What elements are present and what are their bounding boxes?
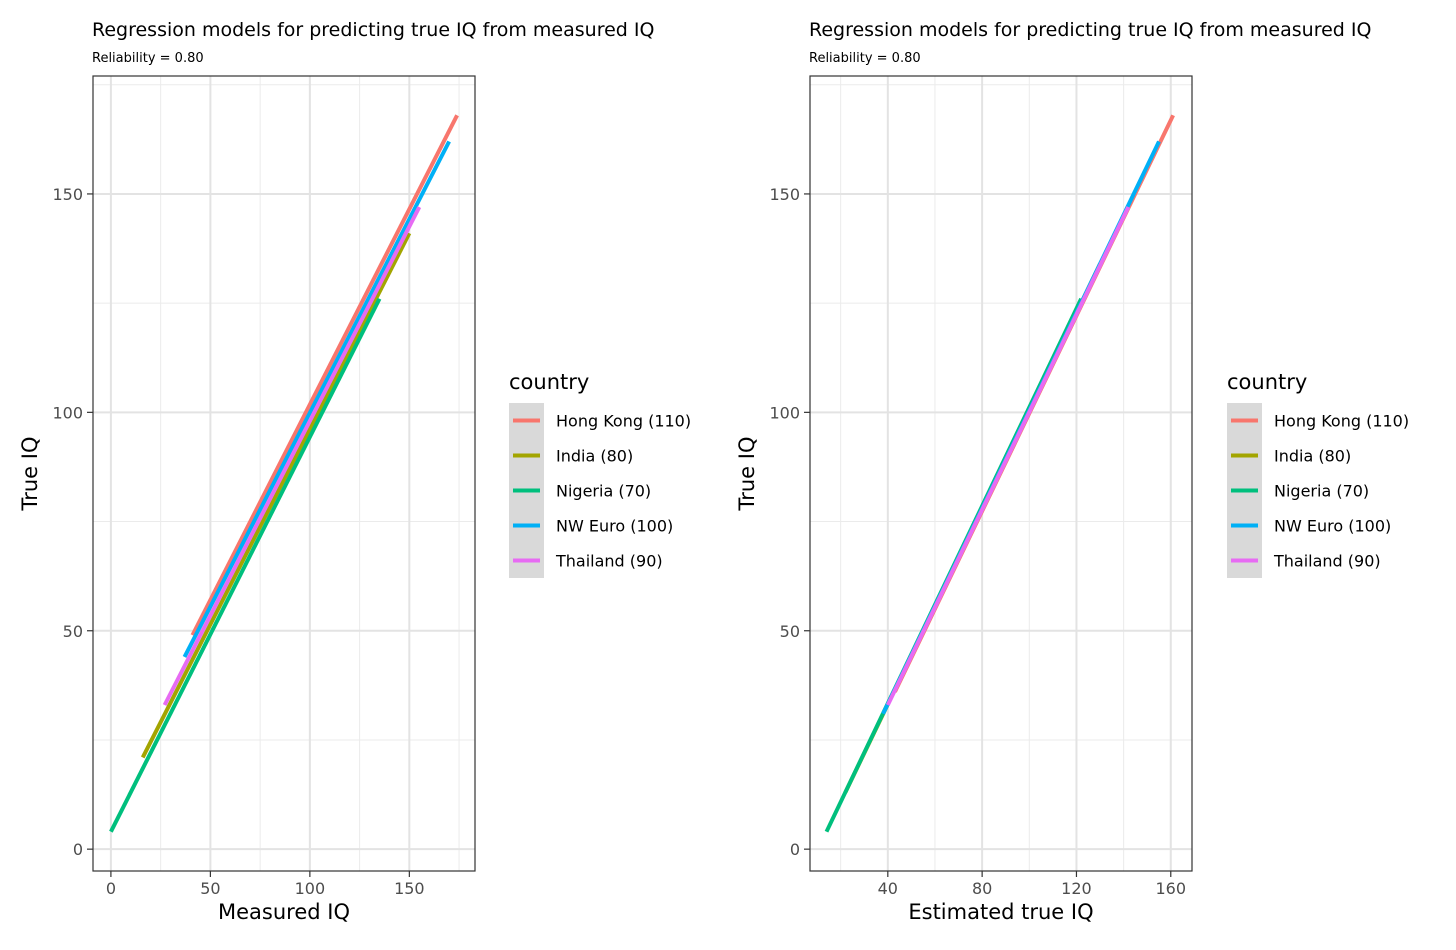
chart-1-legend-label: Nigeria (70) [556, 482, 651, 501]
chart-1-x-tick-label: 0 [106, 879, 116, 898]
chart-1-x-tick-label: 50 [200, 879, 220, 898]
chart-1-y-tick-label: 50 [63, 622, 83, 641]
chart-1-legend-label: Hong Kong (110) [556, 412, 691, 431]
chart-1-y-axis-title: True IQ [18, 436, 42, 511]
chart-2-x-tick-label: 120 [1061, 879, 1092, 898]
chart-2-y-tick-label: 100 [769, 403, 800, 422]
chart-1-panel-border [92, 75, 476, 872]
chart-1-subtitle: Reliability = 0.80 [92, 51, 204, 66]
chart-1-x-axis-title: Measured IQ [218, 900, 350, 924]
chart-2-legend-label: Hong Kong (110) [1274, 412, 1409, 431]
chart-1-series-line-5 [162, 206, 422, 706]
chart-2-y-tick-label: 150 [769, 185, 800, 204]
chart-2-subtitle: Reliability = 0.80 [809, 51, 921, 66]
chart-1-legend-label: India (80) [556, 447, 633, 466]
chart-1: Regression models for predicting true IQ… [18, 19, 691, 924]
chart-1-series-line-4 [182, 140, 451, 658]
chart-2-legend-label: Nigeria (70) [1274, 482, 1369, 501]
chart-1-legend-label: NW Euro (100) [556, 517, 673, 536]
chart-1-y-tick-label: 100 [52, 403, 83, 422]
chart-1-title: Regression models for predicting true IQ… [92, 19, 654, 41]
chart-2: Regression models for predicting true IQ… [735, 19, 1409, 924]
chart-1-y-tick-label: 0 [73, 840, 83, 859]
chart-2-y-tick-label: 50 [780, 622, 800, 641]
chart-2-x-axis-title: Estimated true IQ [908, 900, 1093, 924]
chart-2-y-axis-title: True IQ [735, 436, 759, 511]
chart-2-series-line-5 [886, 206, 1131, 706]
chart-1-series-line-3 [109, 297, 382, 833]
chart-2-legend-title: country [1227, 370, 1307, 394]
chart-1-y-tick-label: 150 [52, 185, 83, 204]
chart-2-legend-label: NW Euro (100) [1274, 517, 1391, 536]
chart-2-legend-label: India (80) [1274, 447, 1351, 466]
chart-1-legend: country Hong Kong (110) India (80) Nigeria … [509, 370, 691, 578]
chart-2-x-tick-label: 40 [878, 879, 898, 898]
chart-2-legend: country Hong Kong (110) India (80) Nigeria … [1227, 370, 1409, 578]
chart-1-x-tick-label: 100 [295, 879, 326, 898]
chart-2-x-tick-label: 160 [1156, 879, 1187, 898]
chart-2-x-tick-label: 80 [972, 879, 992, 898]
chart-1-legend-label: Thailand (90) [555, 552, 663, 571]
chart-2-panel-border [809, 75, 1193, 872]
chart-2-title: Regression models for predicting true IQ… [809, 19, 1371, 41]
chart-1-series-line-1 [190, 114, 459, 637]
chart-2-y-tick-label: 0 [790, 840, 800, 859]
chart-1-x-tick-label: 150 [394, 879, 425, 898]
chart-1-legend-title: country [509, 370, 589, 394]
chart-1-series-line-2 [140, 232, 412, 759]
chart-2-legend-label: Thailand (90) [1273, 552, 1381, 571]
